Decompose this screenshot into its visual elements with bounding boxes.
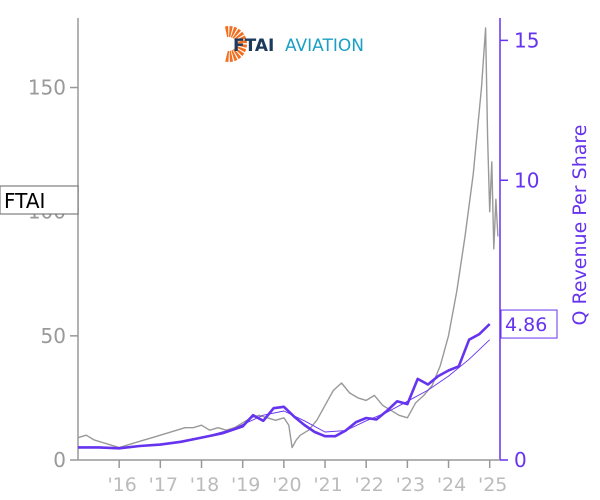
right-tick-label: 15	[514, 28, 539, 52]
revenue-value-label: 4.86	[505, 314, 547, 336]
x-tick-label: '18	[190, 474, 219, 496]
sun-ray	[232, 28, 242, 39]
sun-ray	[230, 26, 238, 38]
x-tick-label: '17	[149, 474, 178, 496]
sun-ray	[225, 50, 230, 62]
axes-layer: 050100150051015'16'17'18'19'20'21'22'23'…	[28, 18, 591, 496]
sun-ray	[232, 48, 242, 60]
x-tick-label: '20	[272, 474, 301, 496]
x-tick-label: '23	[396, 474, 425, 496]
x-tick-label: '24	[437, 474, 466, 496]
right-axis-title: Q Revenue Per Share	[569, 125, 591, 326]
sun-ray	[224, 26, 229, 38]
revenue-value-box	[500, 309, 558, 339]
left-tick-label: 150	[28, 76, 66, 100]
sun-ray	[235, 39, 247, 44]
x-tick-label: '19	[231, 474, 260, 496]
price-line	[77, 27, 499, 449]
sun-ray	[228, 26, 233, 38]
label-layer: FTAI 4.86	[0, 185, 558, 339]
ticker-label: FTAI	[4, 189, 45, 213]
sun-ray	[233, 31, 245, 41]
sun-ray	[229, 50, 234, 62]
revenue-trend-line	[78, 339, 491, 448]
left-tick-label: 0	[53, 448, 66, 472]
right-tick-label: 10	[514, 168, 539, 192]
sun-ray	[235, 45, 247, 53]
series-layer	[77, 27, 499, 450]
right-tick-label: 0	[514, 448, 527, 472]
logo-name: FTAI	[233, 36, 274, 56]
left-tick-label: 50	[41, 324, 66, 348]
ticker-label-box	[0, 185, 79, 215]
sun-ray	[231, 50, 238, 62]
x-tick-label: '22	[354, 474, 383, 496]
revenue-line	[78, 323, 491, 450]
x-tick-label: '25	[478, 474, 507, 496]
sun-ray	[234, 47, 245, 57]
x-tick-label: '16	[107, 474, 136, 496]
sun-ray	[235, 35, 247, 42]
sun-icon	[224, 26, 247, 62]
sun-ray	[235, 43, 247, 48]
x-tick-label: '21	[313, 474, 342, 496]
company-logo: FTAI AVIATION	[224, 26, 364, 62]
logo-subname: AVIATION	[285, 36, 364, 56]
